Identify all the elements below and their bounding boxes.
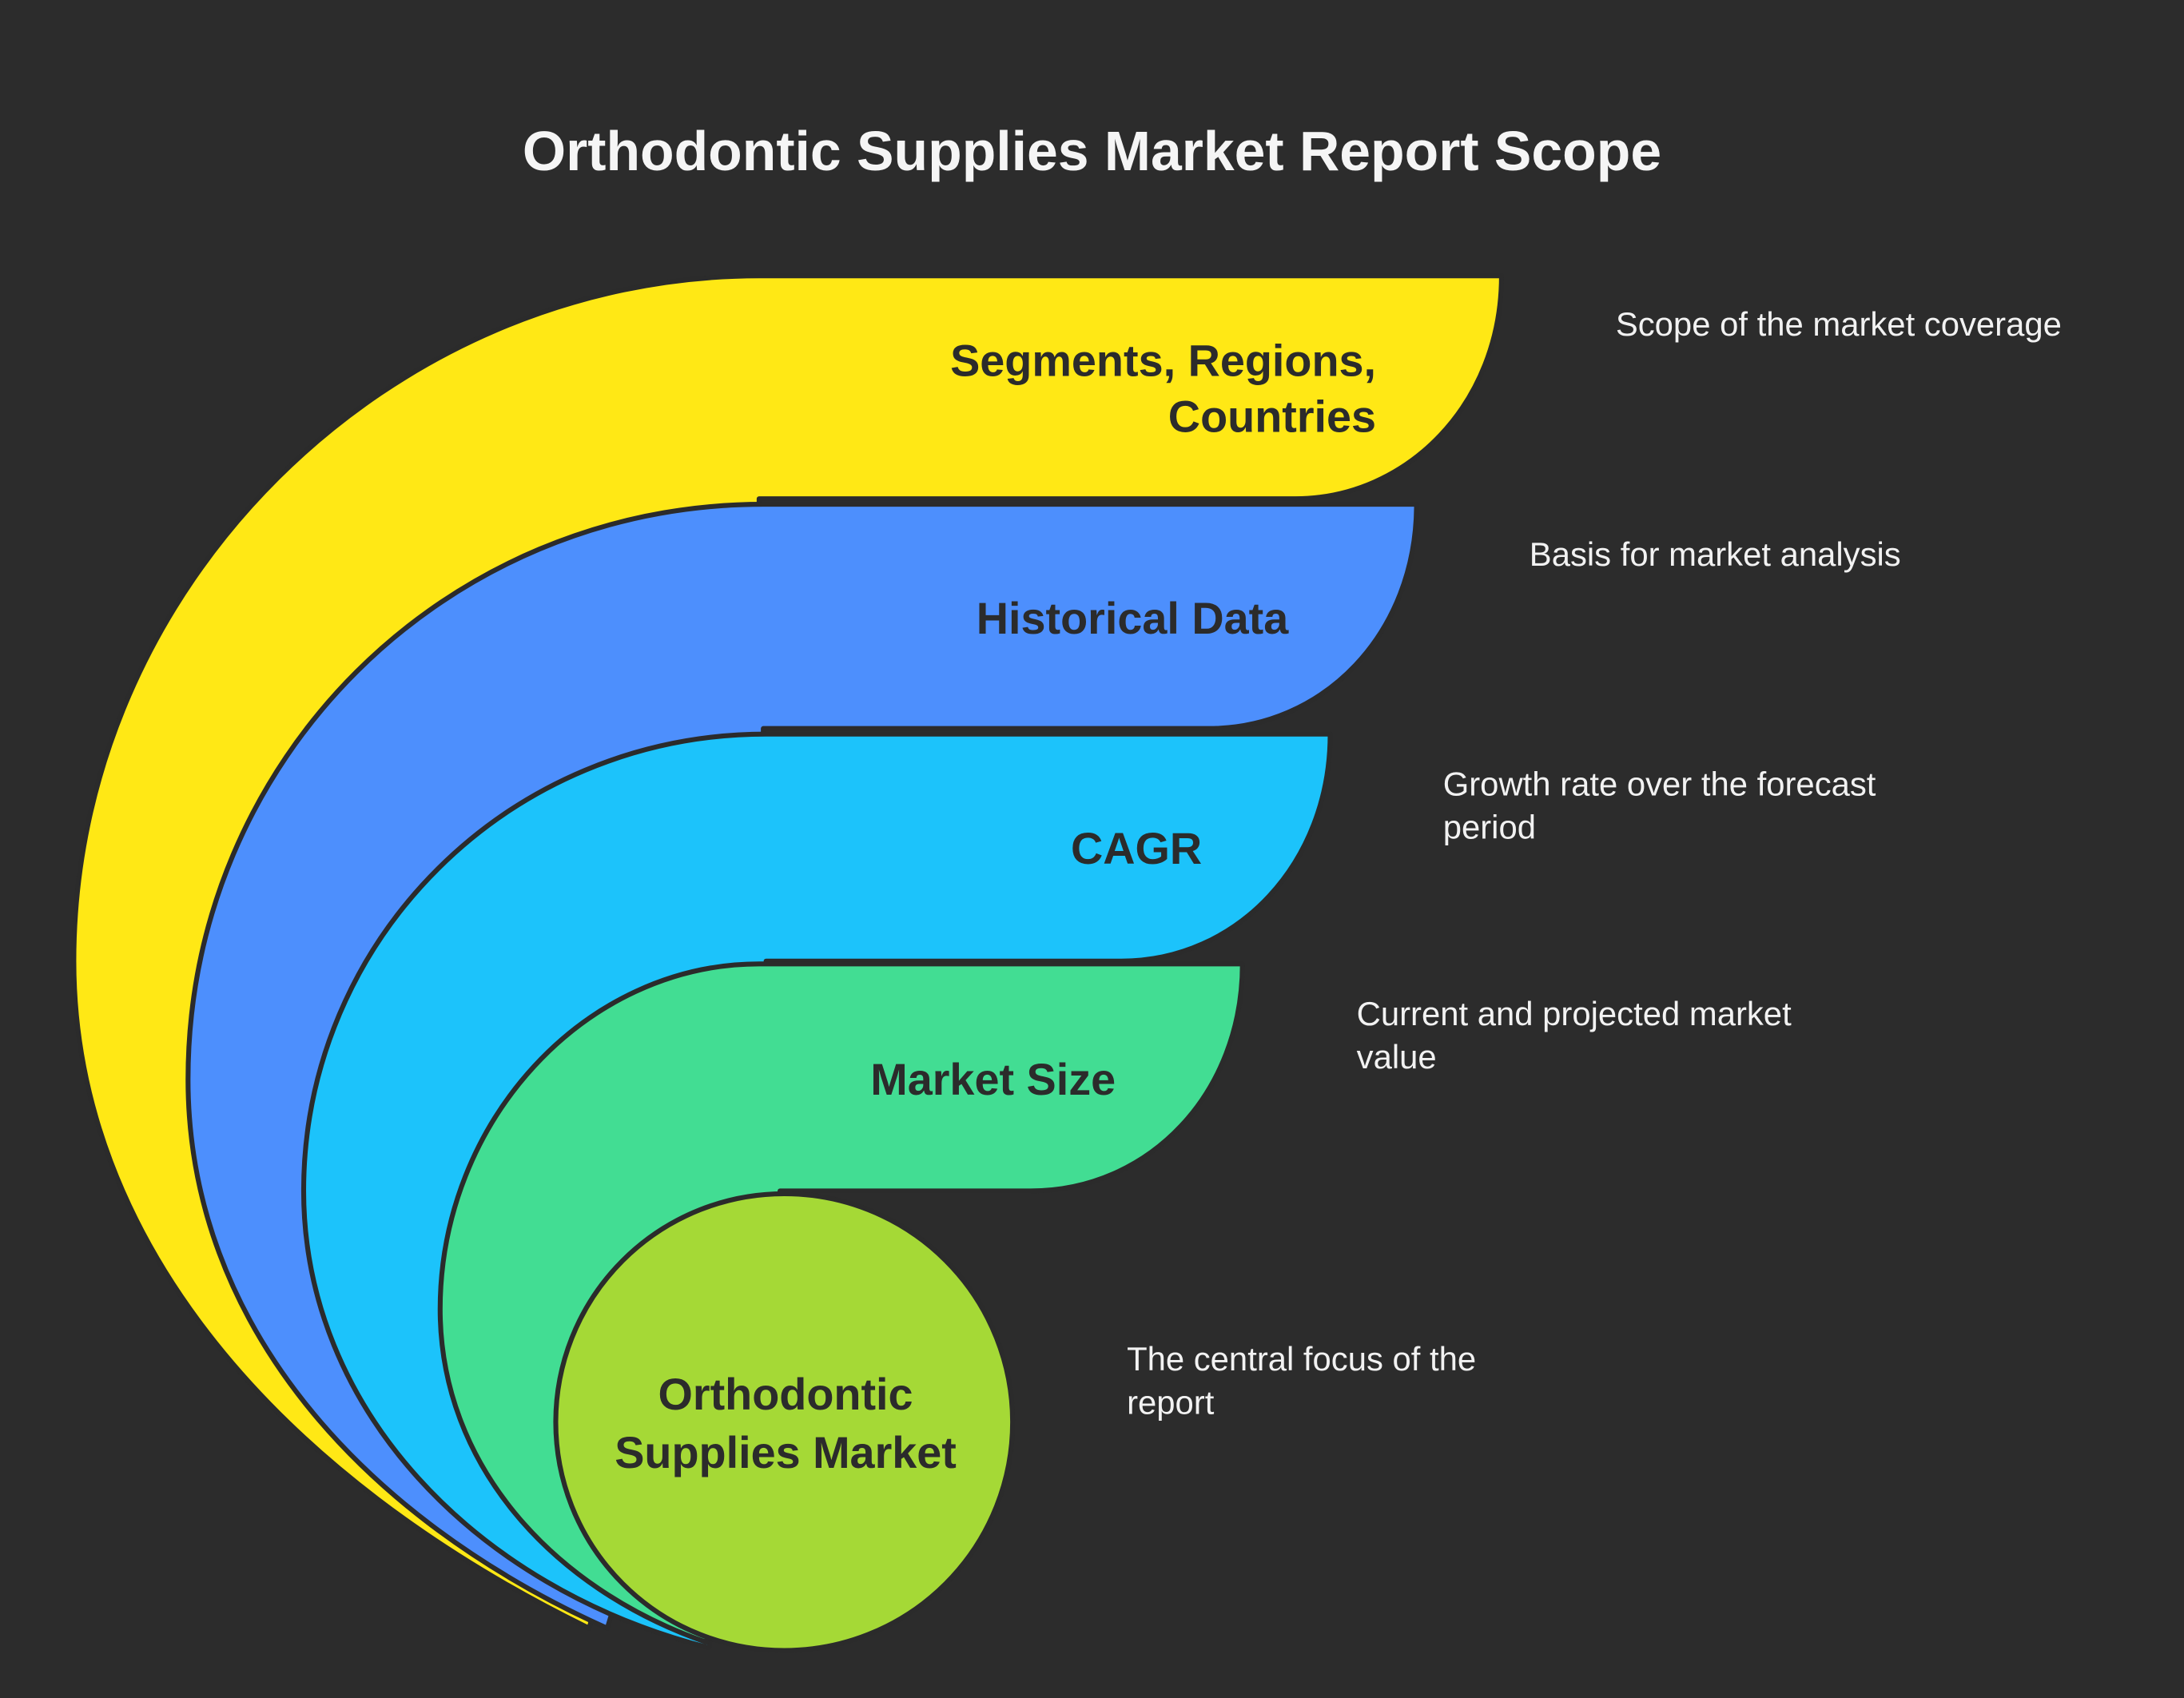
desc-cagr-line1: Growth rate over the forecast	[1443, 765, 1876, 802]
desc-segments: Scope of the market coverage	[1616, 305, 2062, 343]
label-historical-data: Historical Data	[977, 594, 1289, 643]
desc-market-size-line2: value	[1357, 1038, 1437, 1076]
layer-labels: Segments, Regions, Countries Historical …	[615, 336, 1376, 1478]
desc-market-size-line1: Current and projected market	[1357, 995, 1792, 1032]
desc-core-line2: report	[1127, 1383, 1215, 1421]
label-market-size: Market Size	[870, 1055, 1116, 1104]
label-segments-line1: Segments, Regions,	[950, 336, 1376, 386]
desc-historical-data: Basis for market analysis	[1530, 535, 1901, 573]
label-core-line2: Supplies Market	[615, 1428, 957, 1477]
diagram-title: Orthodontic Supplies Market Report Scope	[523, 120, 1661, 182]
label-core-line1: Orthodontic	[658, 1370, 913, 1419]
label-cagr: CAGR	[1071, 824, 1202, 873]
layer-core-market	[553, 1191, 1016, 1653]
label-segments-line2: Countries	[1168, 392, 1376, 441]
layer-descriptions: Scope of the market coverage Basis for m…	[1127, 305, 2062, 1421]
desc-core-line1: The central focus of the	[1127, 1340, 1476, 1378]
desc-cagr-line2: period	[1443, 808, 1536, 845]
